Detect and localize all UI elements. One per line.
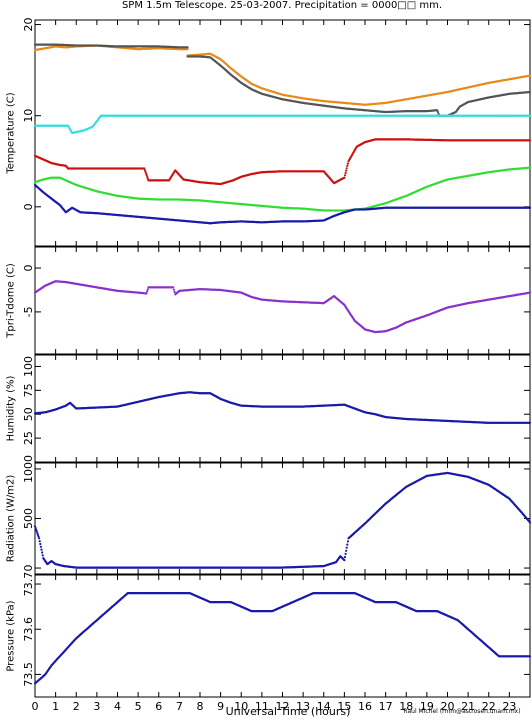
data-point <box>528 74 532 77</box>
panel-tpri-tdome: 0 -5 Tpri-Tdome (C) <box>6 246 532 355</box>
data-point <box>528 139 532 142</box>
series-blue <box>33 183 532 225</box>
data-point <box>528 166 532 169</box>
series-gray <box>33 43 532 117</box>
data-point <box>528 90 532 94</box>
data-point <box>345 167 348 170</box>
data-point <box>186 48 189 51</box>
y-tick-label: 10 <box>22 109 35 123</box>
y-tick-label: 20 <box>22 18 35 32</box>
y-axis-label: Tpri-Tdome (C) <box>6 263 17 339</box>
data-point <box>186 46 189 49</box>
data-point <box>343 176 346 179</box>
data-point <box>528 206 532 209</box>
series-purple <box>33 280 532 334</box>
panel-temperature: 0 10 20 Temperature (C) <box>6 18 532 247</box>
series-cyan <box>33 114 532 135</box>
data-point <box>346 162 349 165</box>
data-point <box>528 114 532 117</box>
data-point <box>436 110 439 114</box>
series-green <box>33 166 532 212</box>
y-tick-label: -5 <box>22 306 35 317</box>
y-tick-label: 0 <box>22 203 35 210</box>
y-axis-label: Temperature (C) <box>6 92 17 174</box>
data-point <box>346 164 349 167</box>
data-point <box>343 174 347 177</box>
series-orange <box>33 44 532 106</box>
figure-title: SPM 1.5m Telescope. 25-03-2007. Precipit… <box>122 0 442 11</box>
data-point <box>344 171 347 175</box>
y-tick-label: 0 <box>22 265 35 272</box>
panel-frame <box>34 19 531 247</box>
data-point <box>345 169 348 172</box>
